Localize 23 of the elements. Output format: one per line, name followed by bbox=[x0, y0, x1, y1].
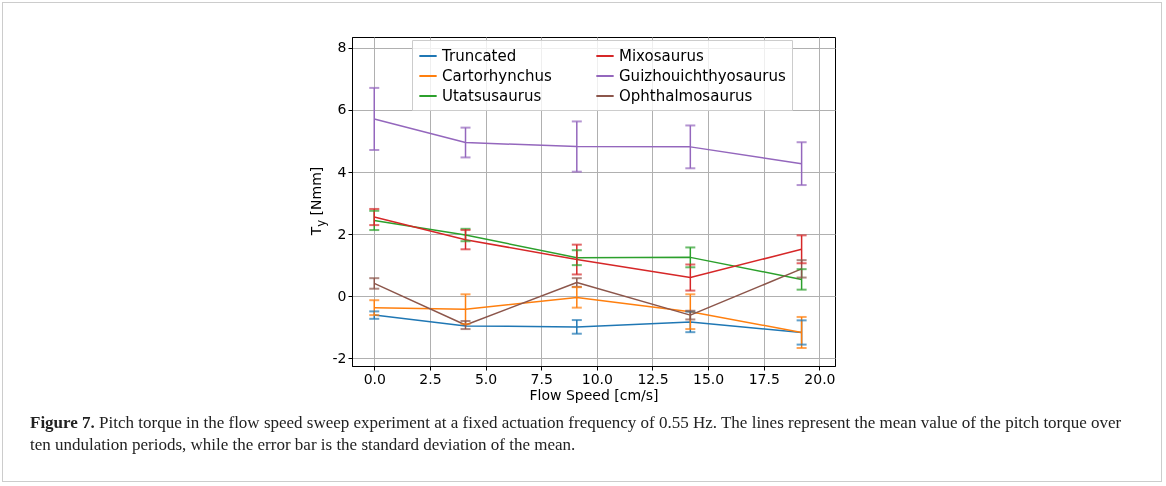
x-tick-label: 20.0 bbox=[804, 370, 836, 387]
legend-label: Guizhouichthyosaurus bbox=[619, 67, 786, 85]
x-tick-label: 17.5 bbox=[748, 370, 780, 387]
x-tick-label: 12.5 bbox=[637, 370, 669, 387]
x-tick-label: 2.5 bbox=[419, 370, 442, 387]
y-tick-label: 4 bbox=[337, 163, 347, 180]
legend-label: Mixosaurus bbox=[619, 47, 704, 65]
legend-label: Truncated bbox=[441, 47, 517, 65]
x-tick-label: 15.0 bbox=[693, 370, 725, 387]
y-tick-label: 6 bbox=[337, 101, 347, 118]
y-tick-label: 0 bbox=[337, 287, 347, 304]
x-tick-label: 7.5 bbox=[530, 370, 553, 387]
x-tick-label: 10.0 bbox=[581, 370, 613, 387]
x-tick-label: 5.0 bbox=[474, 370, 498, 387]
x-axis-title: Flow Speed [cm/s] bbox=[529, 386, 659, 403]
legend-label: Cartorhynchus bbox=[442, 67, 552, 85]
caption: Figure 7. Pitch torque in the flow speed sweep experiment at a fixed actuation frequency of 0.55 Hz. The lines represent the mean value of the pitch torque over ten undulation periods, while the error bar is the standard deviation of the mean. bbox=[30, 412, 1123, 456]
x-tick-label: 0.0 bbox=[363, 370, 386, 387]
legend-label: Utatsusaurus bbox=[442, 87, 542, 105]
legend-label: Ophthalmosaurus bbox=[619, 87, 753, 105]
y-tick-label: 8 bbox=[337, 39, 347, 56]
y-tick-label: 2 bbox=[337, 225, 347, 242]
y-tick-label: -2 bbox=[332, 349, 347, 366]
